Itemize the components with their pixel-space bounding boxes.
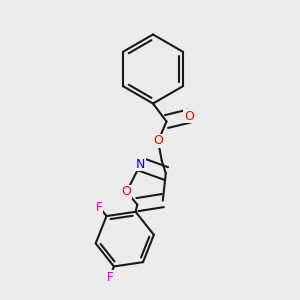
- Text: O: O: [153, 134, 163, 148]
- Text: F: F: [96, 201, 103, 214]
- Text: O: O: [184, 110, 194, 123]
- Text: O: O: [122, 185, 131, 198]
- Text: N: N: [136, 158, 145, 171]
- Text: F: F: [106, 271, 113, 284]
